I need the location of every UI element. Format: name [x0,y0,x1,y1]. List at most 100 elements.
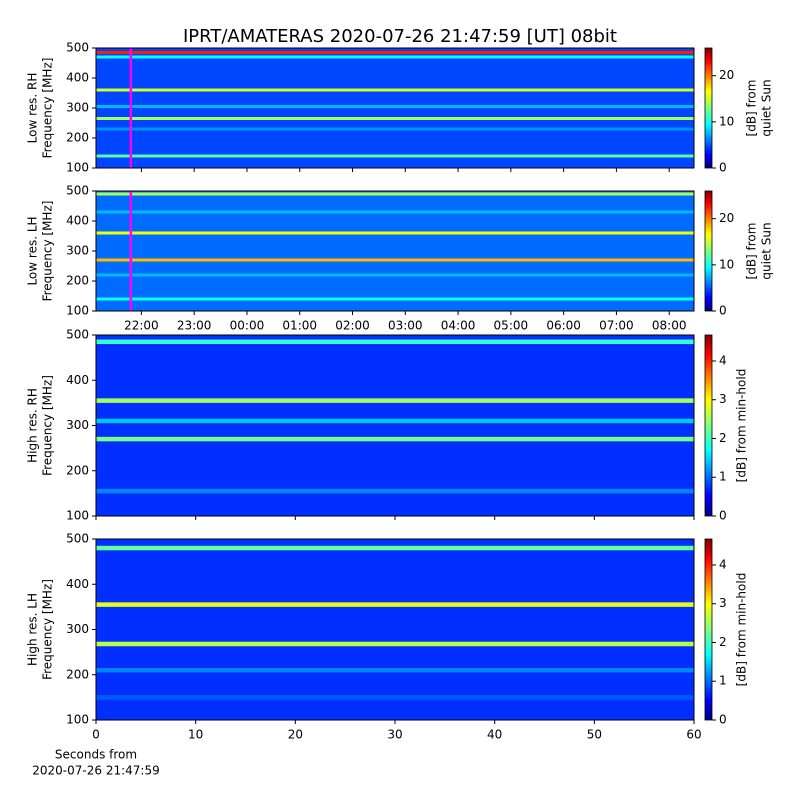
colorbar-tick-label: 1 [719,470,727,484]
colorbar-label: [dB] from min-hold [735,573,749,687]
emission-band [96,488,694,494]
y-tick-label: 100 [66,713,89,727]
y-tick-label: 500 [66,41,89,55]
x-tick-label: 0 [92,728,100,742]
emission-band [96,641,694,647]
colorbar-tick-label: 1 [719,674,727,688]
y-tick-label: 500 [66,328,89,342]
x-tick-label: 40 [487,728,502,742]
colorbar [704,334,713,517]
x-tick-label: 10 [188,728,203,742]
y-tick-label: 100 [66,304,89,318]
colorbar-tick-label: 10 [719,114,734,128]
colorbar-label: [dB] from min-hold [735,369,749,483]
x-tick-label: 06:00 [546,319,581,333]
y-tick-label: 100 [66,509,89,523]
chart-title: IPRT/AMATERAS 2020-07-26 21:47:59 [UT] 0… [183,26,617,47]
emission-band [96,602,694,607]
y-tick-label: 300 [66,101,89,115]
colorbar-tick-label: 4 [719,557,727,571]
colorbar-tick-label: 20 [719,68,734,82]
x-axis-label: Seconds from [55,748,137,762]
y-tick-label: 500 [66,184,89,198]
y-tick-label: 300 [66,418,89,432]
emission-band [96,436,694,442]
colorbar-tick-label: 10 [719,257,734,271]
emission-band [96,231,694,235]
y-tick-label: 300 [66,622,89,636]
x-tick-label: 05:00 [494,319,529,333]
colorbar [704,190,713,312]
x-tick-label: 20 [288,728,303,742]
x-tick-label: 00:00 [230,319,265,333]
x-tick-label: 50 [587,728,602,742]
colorbar-label: quiet Sun [760,79,774,136]
colorbar-label: quiet Sun [760,222,774,279]
y-tick-label: 200 [66,274,89,288]
y-tick-label: 400 [66,214,89,228]
colorbar-label: [dB] from [745,223,759,280]
x-tick-label: 04:00 [441,319,476,333]
emission-band [96,51,694,54]
y-axis-label: Low res. RH [26,73,40,144]
colorbar-tick-label: 4 [719,353,727,367]
x-tick-label: 02:00 [335,319,370,333]
background [96,191,694,311]
y-axis-label: Low res. LH [26,216,40,285]
emission-band [96,105,694,108]
colorbar-tick-label: 2 [719,431,727,445]
y-tick-label: 300 [66,244,89,258]
emission-band [96,258,694,262]
emission-band [96,154,694,158]
emission-band [96,398,694,403]
x-tick-label: 03:00 [388,319,423,333]
colorbar-tick-label: 0 [719,304,727,318]
x-tick-label: 01:00 [282,319,317,333]
emission-band [96,117,694,120]
emission-band [96,418,694,424]
y-tick-label: 100 [66,161,89,175]
x-tick-label: 07:00 [599,319,634,333]
colorbar-tick-label: 3 [719,596,727,610]
y-tick-label: 200 [66,463,89,477]
emission-band [96,127,694,131]
x-tick-label: 30 [387,728,402,742]
y-tick-label: 400 [66,577,89,591]
background [96,335,694,516]
emission-band [96,88,694,92]
y-axis-label: Frequency [MHz] [41,375,55,476]
background [96,539,694,720]
emission-band [96,273,694,277]
y-tick-label: 200 [66,667,89,681]
colorbar [704,538,713,721]
colorbar-label: [dB] from [745,80,759,137]
emission-band [96,55,694,59]
colorbar-tick-label: 0 [719,713,727,727]
colorbar-tick-label: 2 [719,635,727,649]
colorbar-tick-label: 3 [719,392,727,406]
emission-band [96,667,694,673]
y-axis-label: Frequency [MHz] [41,58,55,159]
y-tick-label: 500 [66,532,89,546]
y-tick-label: 400 [66,71,89,85]
y-axis-label: High res. RH [26,388,40,463]
emission-band [96,210,694,214]
x-axis-label: 2020-07-26 21:47:59 [32,764,159,778]
emission-band [96,695,694,700]
x-tick-label: 60 [686,728,701,742]
y-tick-label: 200 [66,131,89,145]
x-tick-label: 22:00 [124,319,159,333]
x-tick-label: 08:00 [652,319,687,333]
y-axis-label: Frequency [MHz] [41,201,55,302]
colorbar-tick-label: 20 [719,211,734,225]
y-axis-label: High res. LH [26,593,40,666]
emission-band [96,192,694,196]
emission-band [96,297,694,301]
x-tick-label: 23:00 [177,319,212,333]
colorbar-tick-label: 0 [719,509,727,523]
emission-band [96,339,694,345]
y-axis-label: Frequency [MHz] [41,579,55,680]
y-tick-label: 400 [66,373,89,387]
colorbar [704,47,713,169]
